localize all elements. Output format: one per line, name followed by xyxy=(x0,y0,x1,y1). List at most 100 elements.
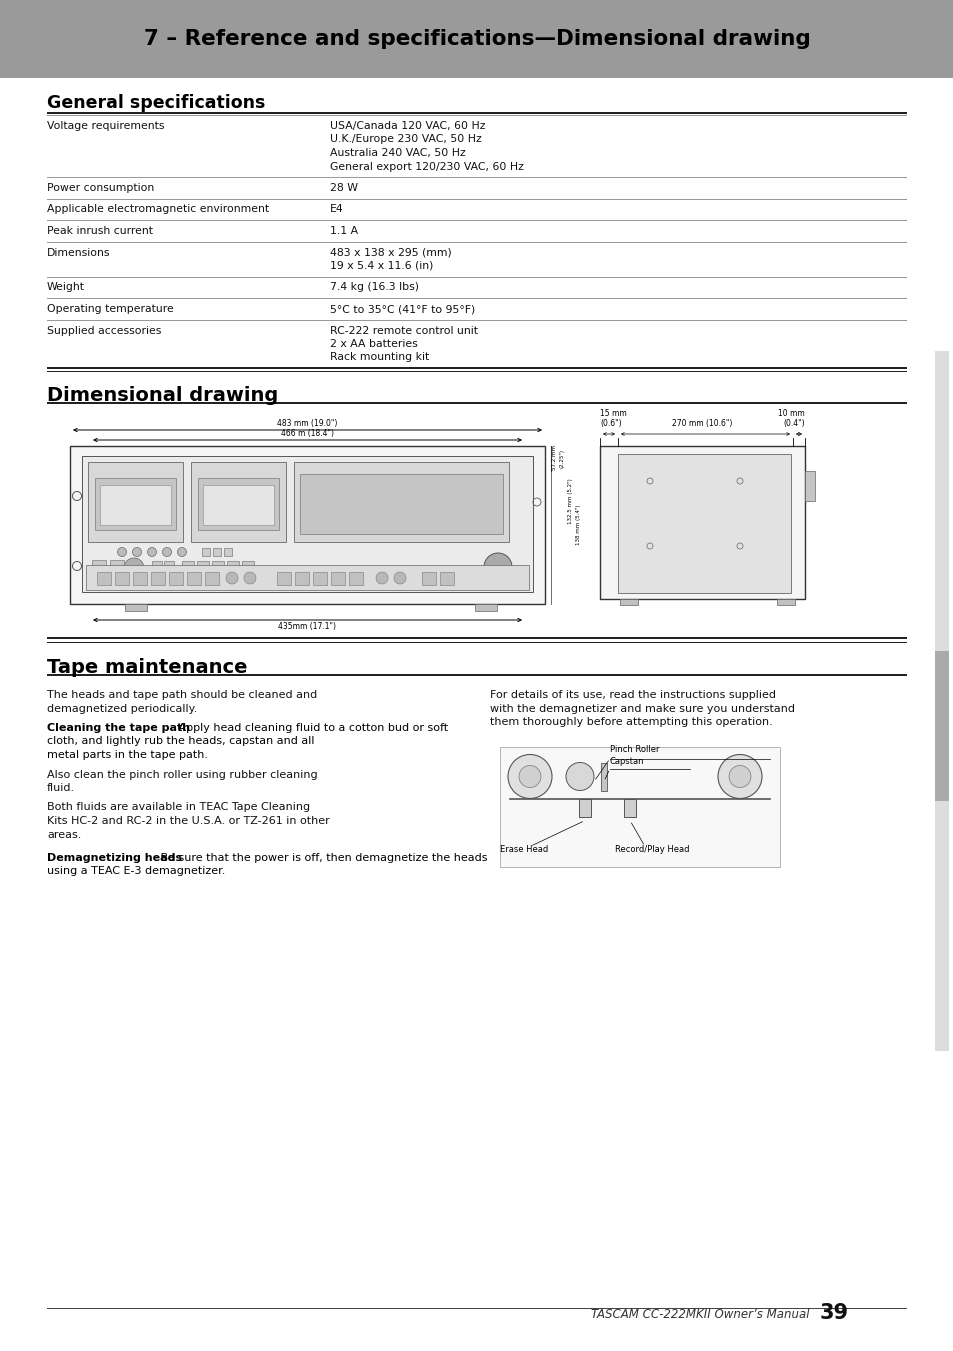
Text: Supplied accessories: Supplied accessories xyxy=(47,326,161,335)
Text: 483 mm (19.0"): 483 mm (19.0") xyxy=(277,419,337,428)
Text: The heads and tape path should be cleaned and: The heads and tape path should be cleane… xyxy=(47,690,317,700)
Text: 435mm (17.1"): 435mm (17.1") xyxy=(278,621,336,631)
Bar xyxy=(169,571,183,585)
Bar xyxy=(100,485,171,526)
Bar xyxy=(196,561,209,574)
Bar xyxy=(276,571,291,585)
Text: them thoroughly before attempting this operation.: them thoroughly before attempting this o… xyxy=(490,717,772,727)
Text: 10 mm
(0.4"): 10 mm (0.4") xyxy=(778,408,804,428)
Text: Cleaning the tape path: Cleaning the tape path xyxy=(47,723,190,734)
Bar xyxy=(294,571,309,585)
Bar xyxy=(619,598,638,605)
Text: Weight: Weight xyxy=(47,282,85,293)
Text: cloth, and lightly rub the heads, capstan and all: cloth, and lightly rub the heads, capsta… xyxy=(47,736,314,747)
Circle shape xyxy=(226,571,237,584)
Bar xyxy=(91,561,106,574)
Text: Applicable electromagnetic environment: Applicable electromagnetic environment xyxy=(47,204,269,215)
Bar xyxy=(804,471,814,501)
Text: 483 x 138 x 295 (mm): 483 x 138 x 295 (mm) xyxy=(330,247,452,258)
Bar xyxy=(294,462,509,542)
Text: metal parts in the tape path.: metal parts in the tape path. xyxy=(47,750,208,761)
Bar xyxy=(623,798,636,816)
Bar xyxy=(202,549,210,557)
Bar xyxy=(475,604,497,611)
Bar xyxy=(227,561,239,574)
Text: General export 120/230 VAC, 60 Hz: General export 120/230 VAC, 60 Hz xyxy=(330,162,523,172)
Bar xyxy=(349,571,363,585)
Text: 1.1 A: 1.1 A xyxy=(330,226,357,236)
Bar xyxy=(242,561,253,574)
Bar xyxy=(70,446,544,604)
Text: Erase Head: Erase Head xyxy=(499,846,548,854)
Bar xyxy=(313,571,327,585)
Text: Record/Play Head: Record/Play Head xyxy=(615,846,689,854)
Bar xyxy=(88,462,183,542)
Circle shape xyxy=(148,547,156,557)
Bar xyxy=(499,747,780,866)
Circle shape xyxy=(394,571,406,584)
Text: Power consumption: Power consumption xyxy=(47,182,154,193)
Bar xyxy=(198,478,278,530)
Text: Australia 240 VAC, 50 Hz: Australia 240 VAC, 50 Hz xyxy=(330,149,465,158)
Bar xyxy=(151,571,165,585)
Text: E4: E4 xyxy=(330,204,343,215)
Bar xyxy=(934,651,948,801)
Text: USA/Canada 120 VAC, 60 Hz: USA/Canada 120 VAC, 60 Hz xyxy=(330,122,485,131)
Bar xyxy=(95,478,175,530)
Circle shape xyxy=(565,762,594,790)
Bar xyxy=(618,454,790,593)
Bar xyxy=(203,485,274,526)
Text: For details of its use, read the instructions supplied: For details of its use, read the instruc… xyxy=(490,690,775,700)
Bar xyxy=(47,403,906,404)
Bar xyxy=(212,561,224,574)
Text: 7.4 kg (16.3 lbs): 7.4 kg (16.3 lbs) xyxy=(330,282,418,293)
Bar xyxy=(439,571,454,585)
Text: Capstan: Capstan xyxy=(609,758,644,766)
Bar xyxy=(213,549,221,557)
Text: 2 x AA batteries: 2 x AA batteries xyxy=(330,339,417,349)
Bar xyxy=(191,462,286,542)
Text: 7 – Reference and specifications—Dimensional drawing: 7 – Reference and specifications—Dimensi… xyxy=(144,28,809,49)
Bar xyxy=(110,561,124,574)
Text: 466 m (18.4"): 466 m (18.4") xyxy=(281,430,334,438)
Text: Rack mounting kit: Rack mounting kit xyxy=(330,353,429,362)
Bar xyxy=(86,565,529,590)
Circle shape xyxy=(244,571,255,584)
Bar xyxy=(331,571,345,585)
Text: (2.25"): (2.25") xyxy=(559,449,564,467)
Text: Dimensions: Dimensions xyxy=(47,247,111,258)
Text: Dimensional drawing: Dimensional drawing xyxy=(47,386,278,405)
Bar xyxy=(421,571,436,585)
Text: with the demagnetizer and make sure you understand: with the demagnetizer and make sure you … xyxy=(490,704,794,713)
Bar xyxy=(164,561,173,574)
Text: Be sure that the power is off, then demagnetize the heads: Be sure that the power is off, then dema… xyxy=(157,852,487,863)
Text: TASCAM CC-222MKII Owner’s Manual: TASCAM CC-222MKII Owner’s Manual xyxy=(591,1308,809,1321)
Circle shape xyxy=(728,766,750,788)
Text: Demagnetizing heads: Demagnetizing heads xyxy=(47,852,182,863)
Bar xyxy=(205,571,219,585)
Text: 19 x 5.4 x 11.6 (in): 19 x 5.4 x 11.6 (in) xyxy=(330,261,433,272)
Text: 28 W: 28 W xyxy=(330,182,357,193)
Bar xyxy=(152,561,162,574)
Circle shape xyxy=(507,754,552,798)
Text: 39: 39 xyxy=(820,1302,848,1323)
Bar xyxy=(599,446,804,598)
Circle shape xyxy=(132,547,141,557)
Bar xyxy=(132,571,147,585)
Bar xyxy=(47,674,906,676)
Bar xyxy=(578,798,590,816)
Text: Peak inrush current: Peak inrush current xyxy=(47,226,152,236)
Circle shape xyxy=(718,754,761,798)
Circle shape xyxy=(162,547,172,557)
Bar xyxy=(0,0,953,78)
Text: Also clean the pinch roller using rubber cleaning: Also clean the pinch roller using rubber… xyxy=(47,770,317,780)
Text: 15 mm
(0.6"): 15 mm (0.6") xyxy=(599,408,626,428)
Text: Operating temperature: Operating temperature xyxy=(47,304,173,313)
Text: RC-222 remote control unit: RC-222 remote control unit xyxy=(330,326,477,335)
Circle shape xyxy=(483,553,512,581)
Bar xyxy=(125,604,147,611)
Bar xyxy=(224,549,232,557)
Bar xyxy=(47,367,906,369)
Bar xyxy=(47,112,906,113)
Text: Voltage requirements: Voltage requirements xyxy=(47,122,164,131)
